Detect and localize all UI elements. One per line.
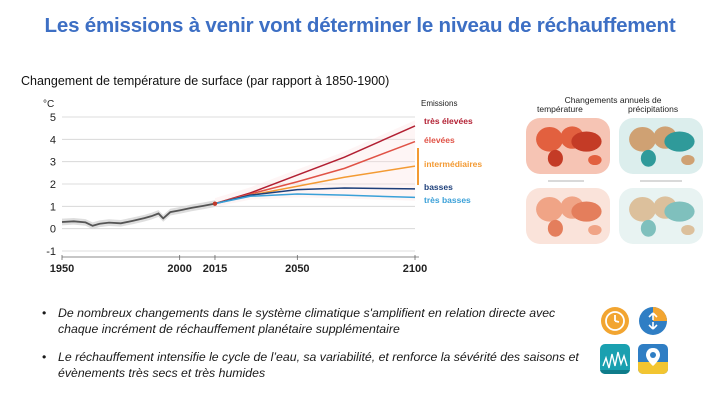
temp-map-high-land <box>547 149 563 167</box>
legend-label: très basses <box>424 195 471 205</box>
temp-map-high-land <box>588 154 602 166</box>
historical-line <box>61 202 216 227</box>
water-cycle-icon <box>638 306 668 336</box>
bullet-text: De nombreux changements dans le système … <box>58 306 556 336</box>
temp-map-low-land <box>536 196 563 222</box>
slide-title: Les émissions à venir vont déterminer le… <box>44 14 676 37</box>
y-tick-label: 3 <box>50 157 56 169</box>
maps-title: Changements annuels de <box>564 95 662 105</box>
x-tick-label: 2015 <box>203 263 227 275</box>
legend-label: très élevées <box>424 116 473 126</box>
temp-map-low-land <box>571 201 602 222</box>
junction-point <box>212 201 218 206</box>
legend-label: basses <box>424 182 453 192</box>
bullet-dot: • <box>42 306 47 320</box>
map-scale-bar <box>640 180 682 182</box>
y-tick-label: -1 <box>46 246 56 258</box>
precip-map-low-land <box>681 224 695 236</box>
clock-icon <box>600 306 630 336</box>
precip-map-high-land <box>664 131 695 152</box>
scenario-line <box>214 193 416 205</box>
y-tick-label: 2 <box>50 179 56 191</box>
location-drought-icon <box>638 344 668 374</box>
y-tick-label: 5 <box>50 112 56 124</box>
temp-map-low-land <box>588 224 602 236</box>
bullet-item: • Le réchauffement intensifie le cycle d… <box>42 349 582 381</box>
y-tick-label: 0 <box>50 224 56 236</box>
y-tick-label: 1 <box>50 201 56 213</box>
precip-map-high-land <box>629 126 656 152</box>
x-tick-label: 1950 <box>50 263 74 275</box>
chart-subtitle: Changement de température de surface (pa… <box>21 74 390 88</box>
historical-uncertainty-band <box>62 200 215 230</box>
chart-legend: Emissions très élevées élevées intermédiair… <box>417 99 482 205</box>
bullet-item: • De nombreux changements dans le systèm… <box>42 305 582 337</box>
regional-maps <box>526 118 703 244</box>
precip-map-low-land <box>629 196 656 222</box>
chart-uncertainty <box>62 120 415 230</box>
bullet-dot: • <box>42 350 47 364</box>
temp-map-low-land <box>547 219 563 237</box>
chart-gridlines <box>61 116 419 260</box>
maps-temperature-label: température <box>537 104 583 114</box>
y-tick-label: 4 <box>50 134 56 146</box>
chart-series <box>61 125 416 227</box>
precip-map-high-land <box>681 154 695 166</box>
legend-label: intermédiaires <box>424 159 482 169</box>
x-tick-label: 2000 <box>167 263 191 275</box>
legend-label: élevées <box>424 135 455 145</box>
legend-title: Emissions <box>421 99 457 108</box>
bullet-text: Le réchauffement intensifie le cycle de … <box>58 350 579 380</box>
temp-map-high-land <box>536 126 563 152</box>
chart-ticks: -1 0 1 2 3 4 5 °C 1950 2000 2015 2050 2100 <box>43 99 427 275</box>
precip-map-high-land <box>640 149 656 167</box>
x-tick-label: 2050 <box>285 263 309 275</box>
projection-range <box>214 120 415 208</box>
precip-map-low-land <box>640 219 656 237</box>
map-scale-bar <box>548 180 584 182</box>
precip-map-low-land <box>664 201 695 222</box>
bullet-list: • De nombreux changements dans le systèm… <box>42 305 582 393</box>
temp-map-high-land <box>571 131 602 152</box>
y-axis-unit-label: °C <box>43 99 54 110</box>
maps-precipitation-label: précipitations <box>628 104 679 114</box>
x-tick-label: 2100 <box>403 263 427 275</box>
heavy-rain-icon <box>600 344 630 374</box>
